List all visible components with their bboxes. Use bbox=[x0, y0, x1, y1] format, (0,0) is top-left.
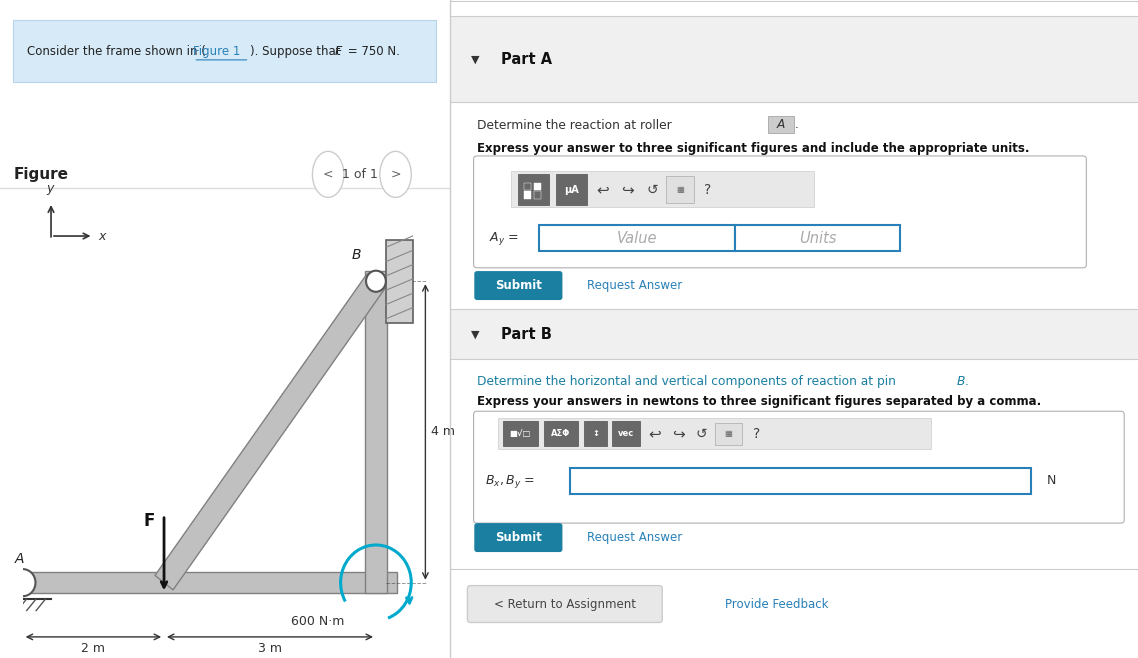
Text: Determine the horizontal and vertical components of reaction at pin: Determine the horizontal and vertical co… bbox=[477, 375, 900, 388]
Text: vec: vec bbox=[618, 429, 634, 438]
Text: Value: Value bbox=[617, 231, 657, 245]
Text: 3 m: 3 m bbox=[258, 642, 282, 655]
Text: Submit: Submit bbox=[495, 279, 542, 292]
Bar bbox=[450, 16, 1138, 102]
Text: $B_x, B_y$ =: $B_x, B_y$ = bbox=[485, 473, 535, 490]
Text: Request Answer: Request Answer bbox=[587, 279, 683, 292]
Text: 2 m: 2 m bbox=[82, 642, 106, 655]
Text: Express your answer to three significant figures and include the appropriate uni: Express your answer to three significant… bbox=[477, 141, 1030, 155]
Bar bbox=[715, 423, 742, 445]
Bar bbox=[523, 191, 531, 199]
Text: = 750 N.: = 750 N. bbox=[345, 45, 401, 58]
Bar bbox=[14, 20, 436, 82]
FancyBboxPatch shape bbox=[468, 586, 662, 622]
Bar bbox=[585, 421, 608, 446]
Text: ↺: ↺ bbox=[646, 182, 658, 197]
Bar bbox=[364, 270, 387, 594]
Bar bbox=[511, 171, 815, 207]
Bar bbox=[450, 102, 1138, 306]
Circle shape bbox=[366, 270, 386, 291]
Bar bbox=[534, 183, 541, 190]
Text: Provide Feedback: Provide Feedback bbox=[725, 597, 828, 611]
Text: N: N bbox=[1047, 474, 1056, 488]
Text: ▼: ▼ bbox=[471, 329, 480, 340]
Bar bbox=[503, 421, 537, 446]
Bar bbox=[523, 183, 531, 190]
Text: $A_y$ =: $A_y$ = bbox=[489, 230, 519, 247]
Bar bbox=[556, 174, 586, 205]
Text: >: > bbox=[390, 168, 401, 181]
Text: $y$: $y$ bbox=[47, 183, 56, 197]
Text: < Return to Assignment: < Return to Assignment bbox=[494, 597, 636, 611]
FancyBboxPatch shape bbox=[473, 411, 1124, 523]
Text: ). Suppose that: ). Suppose that bbox=[250, 45, 344, 58]
Text: ?: ? bbox=[753, 426, 760, 441]
Text: Part B: Part B bbox=[501, 327, 552, 342]
FancyBboxPatch shape bbox=[475, 523, 562, 552]
Circle shape bbox=[10, 569, 35, 596]
Text: 4 m: 4 m bbox=[431, 426, 455, 438]
Text: $x$: $x$ bbox=[98, 230, 107, 243]
Text: ▦: ▦ bbox=[725, 429, 732, 438]
Bar bbox=[386, 240, 413, 322]
Text: <: < bbox=[323, 168, 333, 181]
Polygon shape bbox=[155, 274, 385, 590]
Text: $\mathbf{F}$: $\mathbf{F}$ bbox=[142, 512, 155, 530]
Text: A: A bbox=[15, 551, 24, 565]
Text: ↺: ↺ bbox=[695, 426, 708, 441]
Bar bbox=[735, 225, 900, 251]
Text: $A$: $A$ bbox=[776, 118, 786, 131]
FancyBboxPatch shape bbox=[473, 156, 1087, 268]
Text: ▦: ▦ bbox=[676, 185, 684, 194]
Text: Express your answers in newtons to three significant figures separated by a comm: Express your answers in newtons to three… bbox=[477, 395, 1041, 408]
Bar bbox=[450, 309, 1138, 359]
Circle shape bbox=[380, 151, 411, 197]
Text: ↪: ↪ bbox=[671, 426, 684, 441]
Text: Determine the reaction at roller: Determine the reaction at roller bbox=[477, 118, 676, 132]
Text: ↩: ↩ bbox=[649, 426, 661, 441]
Text: Figure 1: Figure 1 bbox=[193, 45, 240, 58]
Bar bbox=[13, 572, 397, 594]
Bar bbox=[768, 116, 794, 133]
Bar bbox=[534, 191, 541, 199]
Bar bbox=[667, 176, 694, 203]
Text: ▼: ▼ bbox=[471, 54, 480, 64]
Text: ↩: ↩ bbox=[596, 182, 609, 197]
Text: 1 of 1: 1 of 1 bbox=[341, 168, 378, 181]
Text: Part A: Part A bbox=[501, 52, 552, 66]
Text: ↕: ↕ bbox=[592, 429, 600, 438]
Text: ↪: ↪ bbox=[620, 182, 634, 197]
Bar bbox=[544, 421, 578, 446]
Bar bbox=[497, 418, 931, 449]
Text: Consider the frame shown in (: Consider the frame shown in ( bbox=[27, 45, 206, 58]
Text: Figure: Figure bbox=[14, 167, 68, 182]
Text: ■√□: ■√□ bbox=[510, 429, 531, 438]
Text: 600 N·m: 600 N·m bbox=[291, 615, 345, 628]
Text: Request Answer: Request Answer bbox=[587, 531, 683, 544]
Text: ΑΣΦ: ΑΣΦ bbox=[552, 429, 570, 438]
FancyBboxPatch shape bbox=[475, 271, 562, 300]
Text: Units: Units bbox=[799, 231, 836, 245]
Text: μA: μA bbox=[564, 184, 579, 195]
Circle shape bbox=[313, 151, 344, 197]
Text: Submit: Submit bbox=[495, 531, 542, 544]
Text: .: . bbox=[795, 118, 799, 131]
Text: $B$.: $B$. bbox=[956, 375, 968, 388]
Bar bbox=[570, 468, 1031, 494]
Bar bbox=[612, 421, 640, 446]
Text: $F$: $F$ bbox=[333, 45, 343, 58]
Bar bbox=[539, 225, 735, 251]
Text: B: B bbox=[352, 248, 361, 262]
Bar bbox=[519, 174, 549, 205]
Text: ?: ? bbox=[704, 182, 711, 197]
